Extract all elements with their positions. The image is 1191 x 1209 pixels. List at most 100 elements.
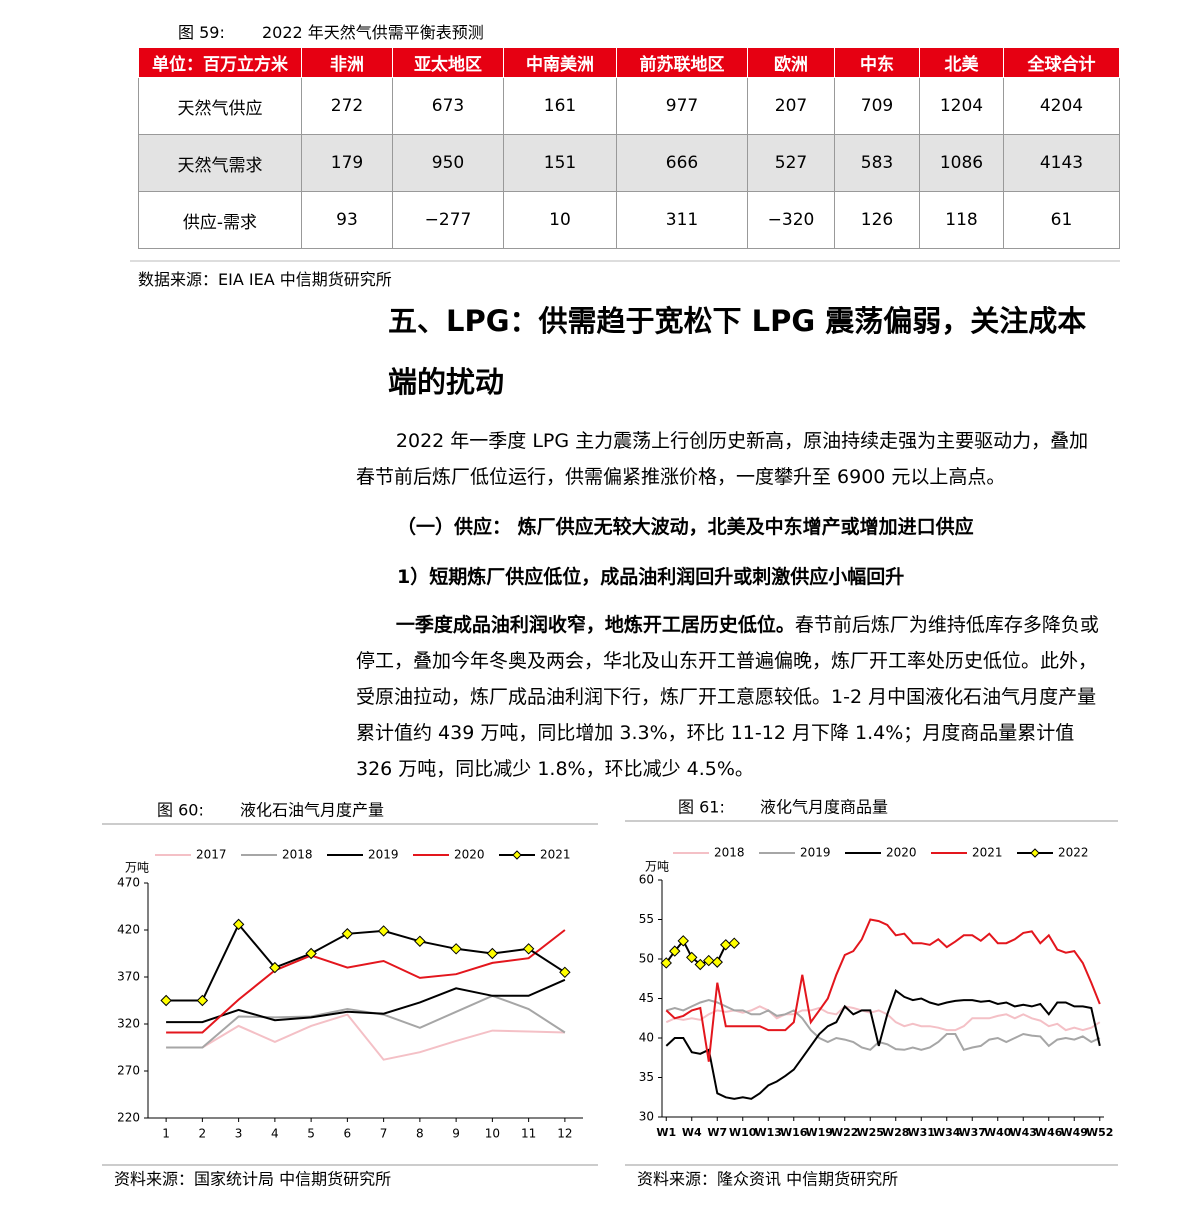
marker [196,994,209,1007]
figure-label: 图 61: [678,798,725,817]
series-line [666,999,1101,1051]
table-source: 数据来源：EIA IEA 中信期货研究所 [138,270,392,289]
legend-label: 2021 [540,848,571,862]
x-tick-label: W22 [831,1126,858,1139]
cell: 10 [503,191,617,249]
legend-label: 2018 [714,846,745,860]
chart-source: 资料来源：隆众资讯 中信期货研究所 [637,1170,898,1189]
legend-label: 2019 [800,846,831,860]
x-tick-label: 11 [521,1127,536,1141]
table-row: 供应-需求 93 −277 10 311 −320 126 118 61 [138,191,1120,249]
table-caption: 2022 年天然气供需平衡表预测 [262,23,484,42]
x-tick-label: W28 [882,1126,909,1139]
header-cell: 中南美洲 [503,47,617,78]
header-cell: 单位：百万立方米 [138,47,302,78]
cell: 1204 [919,77,1004,135]
y-tick-label: 320 [117,1017,140,1031]
x-tick-label: W40 [984,1126,1012,1139]
marker [522,943,535,955]
marker [720,939,732,951]
paragraph: 2022 年一季度 LPG 主力震荡上行创历史新高，原油持续走强为主要驱动力，叠… [356,430,1089,488]
x-tick-label: W31 [908,1126,935,1139]
series-line [665,1005,1101,1032]
cell: 311 [616,191,748,249]
header-cell: 全球合计 [1003,47,1120,78]
x-tick-label: W1 [656,1126,676,1139]
y-tick-label: 420 [117,923,140,937]
legend-label: 2018 [282,848,313,862]
header-row: 单位：百万立方米 非洲 亚太地区 中南美洲 前苏联地区 欧洲 中东 北美 全球合计 [138,47,1120,78]
header-cell: 欧洲 [747,47,835,78]
x-tick-label: 7 [380,1127,388,1141]
legend-label: 2019 [368,848,399,862]
y-tick-label: 60 [639,873,654,887]
legend-label: 2021 [972,846,1003,860]
marker [686,951,698,964]
series-line [665,918,1101,1062]
cell: 61 [1003,191,1120,249]
x-tick-label: W37 [959,1126,986,1139]
cell: 179 [301,134,393,192]
cell: 709 [834,77,920,135]
cell: 272 [301,77,393,135]
cell: 天然气供应 [138,77,302,135]
y-tick-label: 55 [639,912,654,926]
marker [677,935,689,947]
header-cell: 中东 [834,47,920,78]
legend-marker [512,850,522,860]
unit-label: 万吨 [645,860,669,874]
figure-label: 图 60: [157,801,204,820]
chart-title: 液化石油气月度产量 [240,801,384,820]
marker [341,928,354,940]
marker [486,947,499,960]
x-tick-label: 9 [452,1127,460,1141]
table: 单位：百万立方米 非洲 亚太地区 中南美洲 前苏联地区 欧洲 中东 北美 全球合计 天然气供应 27… [138,47,1120,249]
cell: 950 [392,134,504,192]
marker [414,935,426,947]
marker [711,956,723,968]
series-line [166,978,566,1024]
y-tick-label: 50 [639,952,654,966]
y-tick-label: 370 [117,970,140,984]
subheading: （一）供应： 炼厂供应无较大波动，北美及中东增产或增加进口供应 [397,516,974,538]
x-tick-label: 6 [344,1127,352,1141]
table-row: 天然气需求 179 950 151 666 527 583 1086 4143 [138,134,1120,192]
series-line [166,922,566,1002]
x-tick-label: 3 [235,1127,243,1141]
marker [269,961,281,974]
cell: 673 [392,77,504,135]
bold-text: 一季度成品油利润收窄，地炼开工居历史低位。 [395,614,795,636]
header-cell: 非洲 [301,47,393,78]
x-tick-label: 5 [307,1127,315,1141]
header-cell: 亚太地区 [392,47,504,78]
legend-label: 2017 [196,848,227,862]
subheading: 1）短期炼厂供应低位，成品油利润回升或刺激供应小幅回升 [397,566,905,588]
marker [669,945,681,957]
divider [130,260,1120,262]
x-tick-label: W4 [682,1126,702,1139]
cell: 126 [834,191,920,249]
series-line [166,929,566,1034]
series-line [665,988,1101,1100]
marker [450,943,462,955]
marker [559,966,571,979]
marker [160,994,172,1007]
x-tick-label: 8 [416,1127,424,1141]
x-tick-label: W7 [707,1126,727,1139]
figure-label: 图 59: [178,23,225,42]
cell: 供应-需求 [138,191,302,249]
x-tick-label: W34 [933,1126,961,1139]
cell: 527 [747,134,835,192]
cell: 207 [747,77,835,135]
x-tick-label: W46 [1035,1126,1063,1139]
y-tick-label: 35 [639,1070,654,1084]
legend-label: 2022 [1058,846,1089,860]
x-tick-label: W10 [729,1126,757,1139]
chart-title: 液化气月度商品量 [760,798,888,817]
series-line [166,1013,565,1061]
marker [232,918,245,931]
x-tick-label: W25 [857,1126,884,1139]
cell: 118 [919,191,1004,249]
